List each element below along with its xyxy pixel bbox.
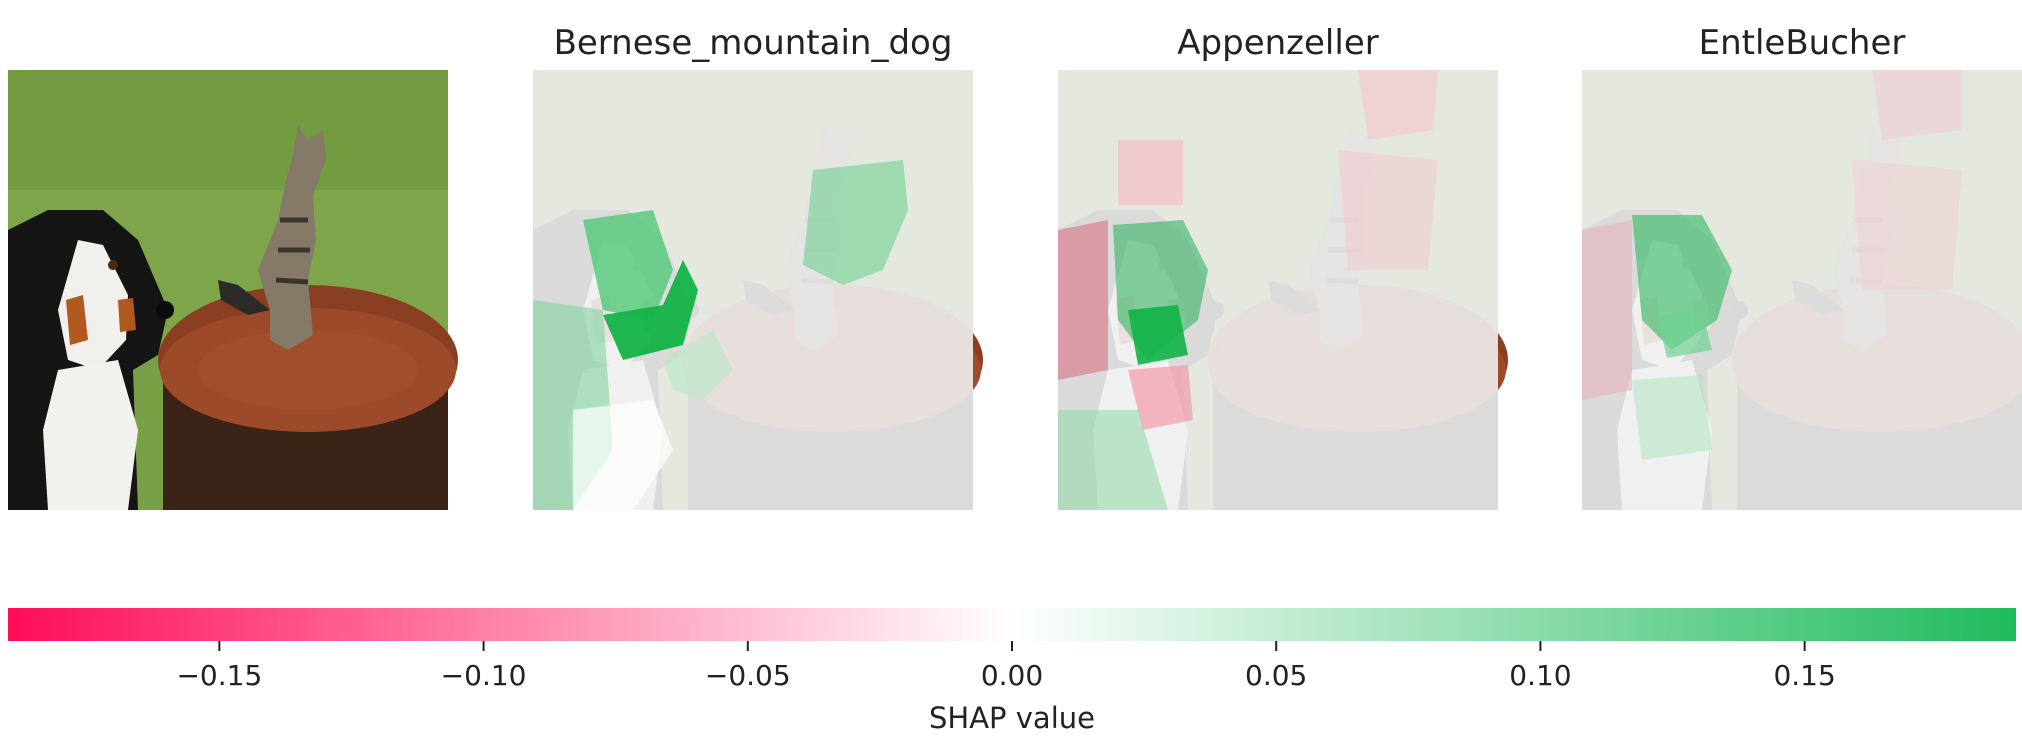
colorbar-tick-label: −0.05 (705, 659, 791, 692)
colorbar-tick-label: 0.00 (981, 659, 1043, 692)
title-entlebucher: EntleBucher (1699, 23, 1906, 63)
colorbar-tick-label: 0.15 (1773, 659, 1835, 692)
panel-bernese-mountain-dog (533, 70, 983, 510)
colorbar-tick-label: −0.10 (441, 659, 527, 692)
colorbar-ticks: −0.15 −0.10 −0.05 0.00 0.05 0.10 0.15 (176, 641, 1836, 692)
title-bernese-mountain-dog: Bernese_mountain_dog (554, 23, 953, 63)
panel-original-image (8, 70, 458, 510)
colorbar-gradient (8, 608, 2016, 641)
panel-entlebucher (1582, 70, 2022, 510)
colorbar: −0.15 −0.10 −0.05 0.00 0.05 0.10 0.15 SHAP val… (8, 608, 2016, 735)
colorbar-tick-label: −0.15 (176, 659, 262, 692)
colorbar-tick-label: 0.05 (1245, 659, 1307, 692)
panel-appenzeller (1058, 70, 1508, 510)
title-appenzeller: Appenzeller (1177, 23, 1378, 63)
colorbar-tick-label: 0.10 (1509, 659, 1571, 692)
colorbar-axis-label: SHAP value (929, 701, 1095, 735)
